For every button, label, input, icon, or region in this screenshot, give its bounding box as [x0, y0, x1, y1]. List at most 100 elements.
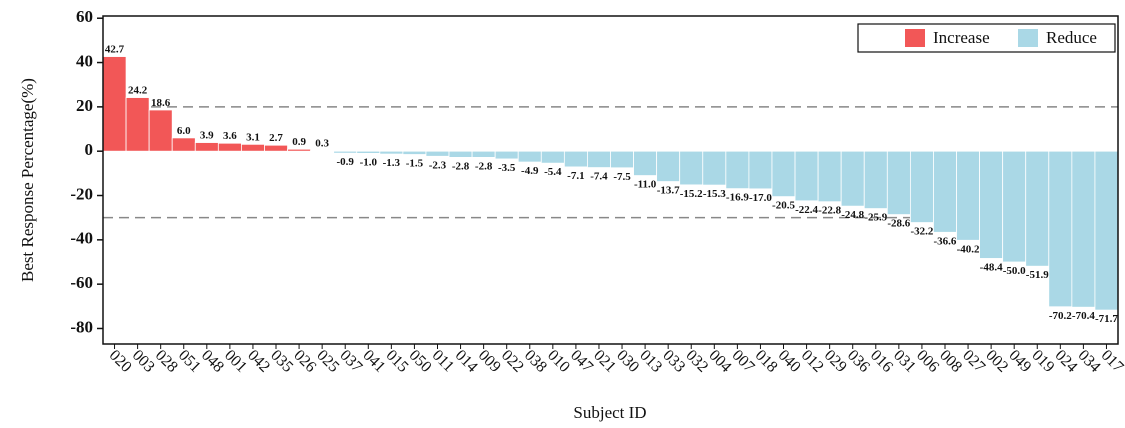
bar: [448, 150, 473, 158]
x-tick-label: 033: [659, 347, 688, 376]
bar: [333, 150, 358, 154]
bar: [587, 150, 611, 168]
value-label: -36.6: [934, 235, 957, 247]
bar: [1025, 150, 1050, 267]
y-tick-label: -60: [70, 273, 93, 292]
x-tick-label: 027: [959, 347, 988, 376]
legend-box: [857, 23, 1116, 53]
x-tick-label: 050: [406, 347, 435, 376]
value-label: 2.7: [269, 132, 283, 144]
value-label: -50.0: [1003, 265, 1026, 277]
bar: [679, 150, 704, 186]
value-label: 3.9: [200, 130, 214, 142]
y-axis-label: Best Response Percentage(%): [18, 78, 37, 282]
bar: [425, 150, 450, 157]
x-tick-label: 020: [106, 347, 135, 376]
x-tick-label: 049: [1005, 347, 1034, 376]
bar: [517, 150, 542, 163]
x-tick-label: 034: [1075, 347, 1104, 376]
bar: [379, 150, 404, 155]
value-label: -15.3: [703, 188, 726, 200]
value-label: 18.6: [151, 97, 171, 109]
value-label: -5.4: [544, 166, 562, 178]
bar: [356, 150, 381, 154]
value-label: -7.1: [567, 170, 584, 182]
x-tick-label: 042: [244, 347, 273, 376]
legend-swatch: [1018, 29, 1038, 47]
bar: [956, 150, 980, 241]
x-tick-label: 035: [267, 347, 296, 376]
value-label: -25.9: [864, 212, 887, 224]
x-tick-label: 047: [567, 347, 596, 376]
x-tick-label: 015: [383, 347, 412, 376]
value-label: -16.9: [726, 192, 749, 204]
value-label: -2.8: [452, 160, 470, 172]
value-label: 0.3: [315, 138, 329, 150]
x-tick-label: 051: [175, 347, 204, 376]
x-tick-label: 031: [890, 347, 919, 376]
value-label: -7.4: [590, 171, 608, 183]
bar: [241, 143, 265, 152]
x-tick-label: 032: [682, 347, 711, 376]
x-tick-label: 006: [913, 347, 942, 376]
x-tick-label: 013: [636, 347, 665, 376]
x-tick-label: 029: [821, 347, 850, 376]
value-label: -11.0: [634, 179, 657, 191]
value-label: -24.8: [841, 209, 864, 221]
x-tick-label: 007: [729, 347, 758, 376]
x-tick-label: 017: [1098, 347, 1125, 376]
bar: [563, 150, 588, 168]
bar: [540, 150, 565, 164]
legend-label: Reduce: [1046, 28, 1097, 47]
bar: [886, 150, 911, 215]
value-label: -48.4: [980, 261, 1003, 273]
bar: [610, 150, 634, 169]
bar: [1048, 150, 1073, 308]
x-tick-label: 002: [982, 347, 1011, 376]
bar: [217, 142, 242, 152]
value-label: -1.5: [406, 158, 424, 170]
value-label: -40.2: [957, 243, 980, 255]
value-label: -15.2: [680, 188, 703, 200]
y-tick-label: -40: [70, 229, 93, 248]
value-label: -7.5: [613, 171, 631, 183]
bar: [494, 150, 519, 160]
bar: [909, 150, 934, 223]
x-tick-label: 037: [336, 347, 365, 376]
x-axis-label: Subject ID: [573, 403, 646, 422]
value-label: -20.5: [772, 200, 795, 212]
bar: [633, 150, 658, 176]
value-label: -2.8: [475, 160, 493, 172]
x-tick-label: 009: [475, 347, 504, 376]
bar: [171, 137, 196, 152]
x-tick-label: 021: [590, 347, 619, 376]
x-tick-label: 036: [844, 347, 873, 376]
bar: [1094, 150, 1119, 311]
bar: [264, 144, 288, 152]
x-tick-label: 030: [613, 347, 642, 376]
y-tick-label: 60: [76, 7, 93, 26]
bar: [125, 97, 150, 152]
value-label: -17.0: [749, 192, 772, 204]
x-tick-label: 024: [1052, 347, 1081, 376]
value-label: -3.5: [498, 162, 516, 174]
x-tick-label: 040: [775, 347, 804, 376]
x-tick-label: 008: [936, 347, 965, 376]
value-label: -71.7: [1095, 313, 1118, 325]
bar: [817, 150, 842, 203]
x-tick-label: 038: [521, 347, 550, 376]
value-label: -4.9: [521, 165, 539, 177]
x-tick-label: 025: [313, 347, 342, 376]
value-label: -22.4: [795, 204, 818, 216]
bar: [771, 150, 796, 198]
legend-label: Increase: [933, 28, 990, 47]
bar: [310, 150, 335, 152]
x-tick-label: 014: [452, 347, 481, 376]
value-label: -13.7: [657, 185, 680, 197]
legend-swatch: [905, 29, 925, 47]
y-tick-label: 20: [76, 96, 93, 115]
x-tick-label: 018: [752, 347, 781, 376]
y-tick-label: -20: [70, 184, 93, 203]
bar: [725, 150, 750, 190]
